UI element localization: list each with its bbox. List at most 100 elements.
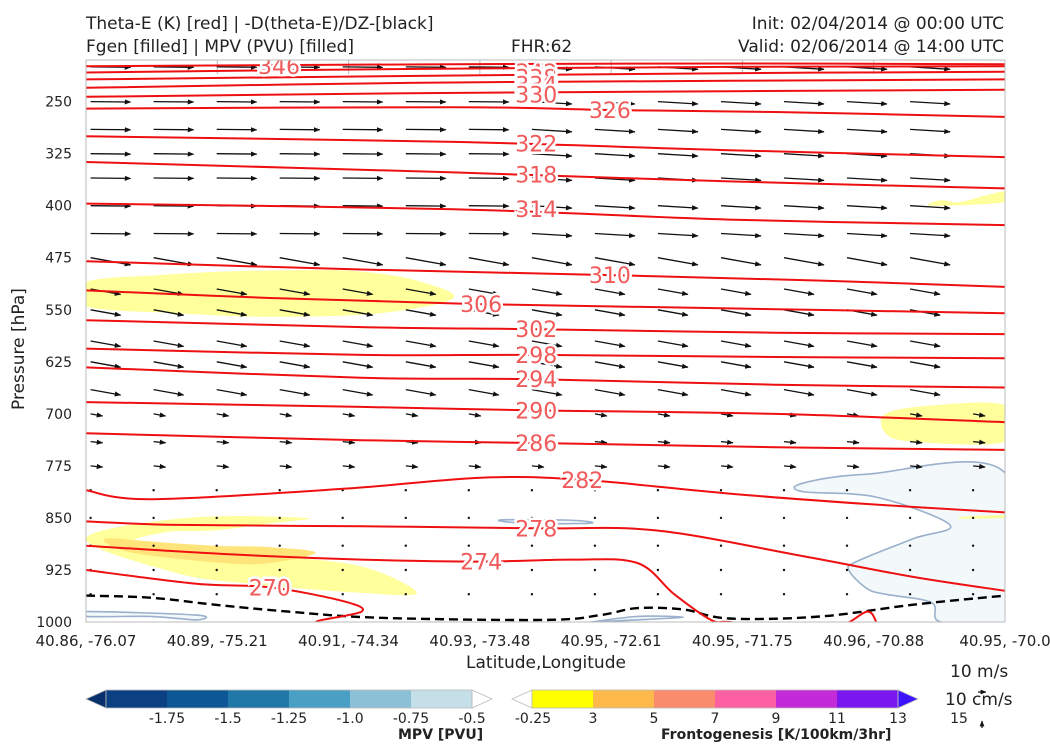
wind-vector: [90, 309, 122, 317]
wind-vector: [216, 388, 248, 397]
wind-vector: [216, 288, 248, 296]
wind-vector-dot: [152, 516, 155, 520]
wind-vector: [594, 388, 626, 397]
wind-vector-dot: [845, 489, 849, 492]
mpv-colorbar-tick: -1.25: [271, 711, 307, 727]
wind-vector: [531, 412, 545, 418]
wind-vector: [657, 100, 699, 107]
wind-vector-dot: [656, 516, 660, 520]
wind-vector-dot: [215, 593, 218, 596]
wind-vector: [90, 439, 104, 445]
theta-e-label: 338: [515, 66, 557, 91]
wind-vector: [783, 361, 815, 369]
wind-vector: [216, 412, 230, 418]
wind-vector-dot: [467, 544, 470, 547]
wind-vector-dot: [341, 593, 344, 596]
wind-vector-dot: [782, 568, 786, 572]
theta-e-contour-278: [86, 520, 1005, 592]
wind-vector: [531, 361, 563, 369]
wind-vector-dot: [782, 489, 786, 492]
theta-e-contour-286: [86, 432, 1005, 451]
mpv-colorbar-tick: -0.25: [515, 711, 551, 727]
wind-vector: [720, 128, 762, 135]
theta-e-label: 274: [460, 551, 502, 576]
wind-vector-dot: [152, 489, 155, 492]
wind-vector-dot: [971, 544, 975, 547]
wind-vector: [594, 232, 636, 239]
wind-vector: [279, 309, 311, 317]
wind-vector: [531, 463, 545, 470]
wind-vector: [342, 388, 374, 397]
theta-e-label: 346: [258, 55, 300, 80]
theta-e-label: 298: [515, 344, 557, 369]
wind-vector: [910, 463, 923, 470]
wind-vector-dot: [467, 516, 470, 520]
wind-vector-dot: [845, 568, 849, 572]
wind-vector: [846, 100, 888, 107]
wind-vector: [468, 463, 482, 470]
wind-vector: [594, 257, 636, 267]
wind-vector: [972, 412, 986, 418]
wind-vector: [846, 463, 860, 470]
wind-vector-dot: [908, 489, 912, 492]
wind-vector: [657, 205, 699, 211]
wind-vector: [720, 205, 762, 211]
wind-vector: [594, 205, 636, 211]
x-tick-label: 40.86, -76.07: [36, 632, 137, 650]
wind-vector-dot: [656, 489, 660, 492]
theta-e-label: 330: [515, 84, 557, 109]
y-tick-label: 1000: [36, 615, 72, 631]
wind-vector-dot: [782, 593, 786, 596]
theta-e-label: 334: [515, 73, 557, 98]
wind-vector: [720, 340, 752, 348]
wind-vector-dot: [971, 489, 975, 492]
wind-vector: [468, 340, 500, 348]
wind-vector: [405, 463, 419, 470]
wind-vector: [909, 257, 951, 267]
wind-vector: [783, 309, 815, 317]
wind-vector-dot: [215, 516, 218, 520]
theta-e-contour-318: [86, 161, 1005, 190]
plot-frame: [85, 59, 1006, 623]
fgen-colorbar-frame: [531, 689, 899, 709]
wind-vector-dot: [593, 568, 597, 572]
wind-vector: [153, 309, 185, 317]
fgen-colorbar-tick: 7: [711, 711, 720, 727]
wind-vector: [910, 128, 951, 135]
wind-vector-dot: [404, 568, 407, 572]
x-tick-label: 40.95, -72.61: [561, 632, 662, 650]
wind-vector: [783, 100, 825, 107]
wind-vector: [216, 361, 248, 369]
y-tick-label: 775: [45, 459, 72, 475]
fgen-colorbar-extend-right: [897, 689, 919, 709]
reference-w-label: 10 cm/s: [945, 690, 1013, 710]
wind-vector: [910, 232, 951, 239]
wind-vector-dot: [971, 516, 975, 520]
wind-vector: [279, 388, 311, 397]
mpv-filled-region: [86, 610, 208, 621]
theta-e-contour-290: [86, 401, 1005, 424]
wind-vector-dot: [656, 568, 660, 572]
wind-vector: [279, 463, 293, 470]
wind-vector: [468, 257, 510, 267]
theta-e-contour-342: [86, 65, 1005, 74]
wind-vector: [657, 128, 699, 135]
x-axis-label: Latitude,Longitude: [466, 653, 626, 673]
wind-vector: [405, 388, 437, 397]
wind-vector-dot: [719, 593, 723, 596]
wind-vector: [594, 340, 626, 348]
fgen-filled-region: [86, 270, 455, 317]
wind-vector: [594, 153, 636, 159]
y-tick-label: 925: [45, 563, 72, 579]
wind-vector: [594, 439, 608, 445]
wind-vector: [657, 153, 699, 159]
wind-vector-dot: [278, 544, 281, 547]
wind-vector: [846, 439, 860, 445]
fgen-colorbar-swatch: [715, 690, 777, 708]
wind-vector-dot: [719, 516, 723, 520]
wind-vector: [720, 463, 734, 470]
fgen-colorbar-swatch: [654, 690, 716, 708]
wind-vector: [531, 153, 573, 159]
wind-vector: [279, 412, 293, 418]
theta-e-label: 306: [460, 293, 502, 318]
